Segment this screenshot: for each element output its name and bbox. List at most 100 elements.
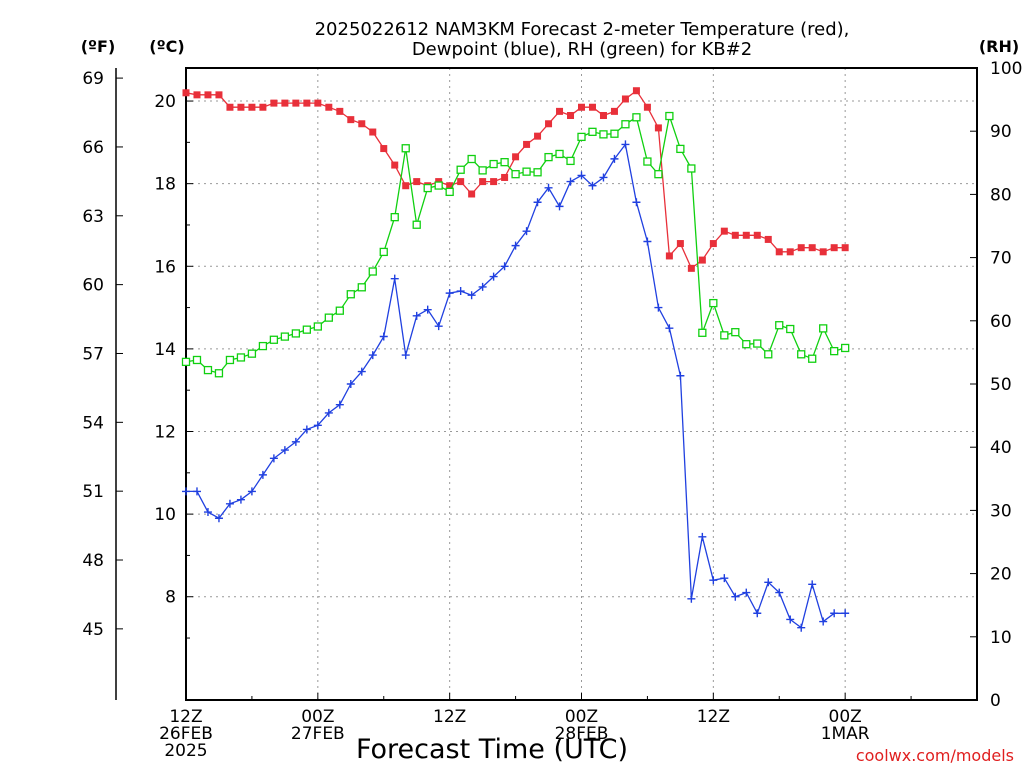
celsius-tick-label: 10 [154, 505, 176, 525]
dewpoint-point [401, 351, 410, 360]
dewpoint-point [830, 609, 839, 618]
rh-point [676, 144, 685, 154]
rh-point [412, 220, 421, 229]
rh-point [456, 165, 465, 174]
temperature-point [556, 107, 564, 115]
rh-point [588, 127, 597, 136]
temperature-point [446, 182, 454, 190]
fahrenheit-tick-label: 60 [82, 276, 104, 296]
rh-point [467, 154, 476, 164]
temperature-point [226, 103, 234, 111]
dewpoint-point [225, 499, 234, 508]
dewpoint-point [533, 198, 542, 207]
temperature-point [534, 132, 542, 140]
rh-point [709, 298, 718, 308]
dewpoint-point [775, 588, 784, 597]
dewpoint-point [808, 580, 817, 589]
rh-tick-label: 90 [990, 122, 1012, 142]
axis-ticks: 8 10 12 14 16 18 20 45 48 51 54 57 60 63 66 69 0 10 20 30 40… [82, 59, 1022, 761]
temperature-point [808, 244, 816, 252]
rh-point [841, 343, 850, 353]
dewpoint-point [489, 272, 498, 281]
temperature-point [413, 178, 421, 186]
dewpoint-point [302, 425, 311, 434]
temperature-point [610, 107, 618, 115]
rh-point [445, 187, 454, 197]
fahrenheit-tick-label: 51 [82, 482, 104, 502]
dewpoint-point [665, 324, 674, 333]
rh-point [203, 365, 213, 375]
dewpoint-point [390, 274, 399, 283]
dewpoint-point [423, 305, 432, 314]
rh-tick-label: 60 [990, 312, 1012, 332]
temperature-point [797, 244, 805, 252]
source-credit: coolwx.com/models [856, 746, 1014, 765]
temperature-point [358, 120, 366, 128]
temperature-point [819, 248, 827, 256]
rh-point [808, 354, 817, 363]
temperature-point [545, 120, 553, 128]
rh-point [214, 369, 224, 378]
dewpoint-point [753, 609, 762, 618]
rh-unit-label: (RH) [979, 37, 1019, 56]
dewpoint-point [731, 592, 740, 601]
rh-point [269, 335, 279, 344]
fahrenheit-tick-label: 48 [82, 551, 104, 571]
fahrenheit-unit-label: (ºF) [81, 37, 116, 56]
rh-point [544, 152, 553, 162]
celsius-tick-label: 16 [154, 257, 176, 277]
temperature-point [468, 190, 476, 198]
temperature-point [654, 124, 662, 132]
temperature-point [259, 103, 267, 111]
rh-point [698, 328, 707, 337]
time-tick-label: 00Z [829, 707, 862, 727]
dewpoint-point [269, 454, 278, 463]
temperature-point [687, 264, 695, 272]
temperature-point [764, 235, 772, 243]
dewpoint-point [467, 291, 476, 300]
dewpoint-point [544, 183, 553, 192]
rh-point [401, 144, 410, 153]
time-tick-label: 12Z [697, 707, 730, 727]
dewpoint-point [313, 421, 322, 430]
temperature-point [303, 99, 311, 107]
time-tick-label: 26FEB [159, 724, 213, 744]
temperature-point [281, 99, 289, 107]
temperature-point [578, 103, 585, 111]
time-tick-label: 28FEB [555, 724, 609, 744]
celsius-tick-label: 18 [154, 175, 176, 195]
temperature-point [753, 231, 761, 239]
dewpoint-point [742, 588, 751, 597]
temperature-point [248, 103, 256, 111]
dewpoint-point [797, 623, 806, 632]
dewpoint-point [819, 617, 828, 626]
time-tick-label: 00Z [565, 707, 598, 727]
dewpoint-point [324, 408, 333, 417]
temperature-point [270, 99, 278, 107]
rh-tick-label: 0 [990, 691, 1001, 711]
dewpoint-point [621, 140, 630, 149]
rh-point [830, 346, 839, 356]
dewpoint-point [511, 241, 520, 250]
fahrenheit-tick-label: 63 [82, 207, 104, 227]
dewpoint-point [214, 514, 223, 523]
temperature-point [391, 161, 399, 169]
rh-point [478, 166, 487, 175]
temperature-point [457, 178, 465, 186]
temperature-point [676, 240, 684, 248]
dewpoint-point [555, 202, 564, 211]
rh-tick-label: 80 [990, 185, 1012, 205]
dewpoint-point [764, 578, 773, 587]
rh-point [764, 350, 773, 359]
temperature-point [830, 244, 838, 252]
celsius-tick-label: 20 [154, 92, 176, 112]
rh-point [665, 111, 674, 121]
rh-point [390, 213, 399, 222]
rh-point [302, 325, 311, 334]
dewpoint-point [643, 237, 652, 246]
temperature-point [402, 182, 410, 190]
temperature-point [588, 103, 596, 111]
rh-point [368, 267, 377, 276]
rh-point [258, 341, 268, 351]
